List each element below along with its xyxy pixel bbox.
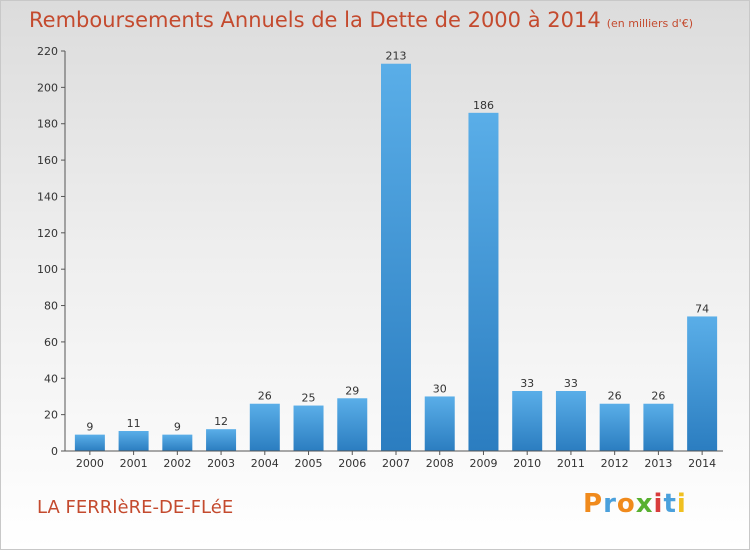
bars: 9 11 9 12 26 25 29 213 30 186 33 33 26 26 74	[74, 50, 718, 452]
y-axis: 0 20 40 60 80 100 120 140 160 180 200 220	[37, 45, 66, 458]
y-tick-label: 40	[44, 372, 58, 385]
bar-value-label: 9	[174, 421, 181, 434]
bar-2000	[74, 434, 105, 451]
bar-2005	[293, 405, 324, 451]
bar-2012	[599, 403, 630, 451]
chart-title-text: Remboursements Annuels de la Dette de 20…	[29, 8, 601, 32]
y-tick-label: 220	[37, 45, 58, 58]
x-tick-label: 2007	[382, 457, 410, 470]
logo-letter: P	[583, 489, 604, 519]
bar-2004	[249, 403, 280, 451]
y-tick-label: 20	[44, 409, 58, 422]
logo-letter: i	[676, 489, 687, 519]
bar-2014	[687, 316, 718, 451]
x-tick-label: 2003	[207, 457, 235, 470]
y-tick-label: 0	[51, 445, 58, 458]
x-tick-label: 2010	[513, 457, 541, 470]
bar-value-label: 11	[127, 417, 141, 430]
bar-2011	[555, 391, 586, 451]
bar-2008	[424, 396, 455, 451]
bar-2013	[643, 403, 674, 451]
y-tick-label: 100	[37, 263, 58, 276]
y-tick-label: 140	[37, 190, 58, 203]
x-tick-label: 2000	[76, 457, 104, 470]
bar-value-label: 29	[345, 384, 359, 397]
x-tick-label: 2014	[688, 457, 716, 470]
y-tick-label: 200	[37, 81, 58, 94]
bar-2009	[468, 112, 499, 452]
x-tick-label: 2009	[469, 457, 497, 470]
x-tick-label: 2002	[163, 457, 191, 470]
bar-value-label: 213	[386, 50, 407, 63]
y-tick-label: 160	[37, 154, 58, 167]
bar-value-label: 26	[258, 390, 272, 403]
bar-2007	[381, 63, 411, 452]
bar-2001	[118, 431, 149, 451]
logo-letter: i	[653, 489, 664, 519]
logo-letter: x	[635, 489, 654, 519]
bar-2002	[162, 434, 193, 451]
bar-value-label: 25	[302, 392, 316, 405]
x-tick-label: 2006	[338, 457, 366, 470]
bar-value-label: 26	[608, 390, 622, 403]
bar-value-label: 74	[695, 302, 709, 315]
chart-unit: (en milliers d'€)	[606, 17, 693, 30]
proxiti-logo: Proxiti	[583, 489, 687, 519]
bar-value-label: 30	[433, 382, 447, 395]
x-tick-label: 2005	[295, 457, 323, 470]
bar-value-label: 26	[651, 390, 665, 403]
bar-value-label: 9	[86, 421, 93, 434]
x-tick-label: 2013	[644, 457, 672, 470]
y-tick-label: 180	[37, 118, 58, 131]
bar-value-label: 33	[520, 377, 534, 390]
logo-letter: t	[663, 489, 677, 519]
x-tick-label: 2011	[557, 457, 585, 470]
x-tick-label: 2012	[601, 457, 629, 470]
chart-title: Remboursements Annuels de la Dette de 20…	[29, 8, 693, 32]
x-axis: 2000 2001 2002 2003 2004 2005 2006 2007 2008 2009…	[65, 450, 723, 470]
bar-2010	[512, 391, 543, 451]
bar-value-label: 186	[473, 99, 494, 112]
logo-letter: o	[616, 489, 636, 519]
x-tick-label: 2001	[120, 457, 148, 470]
y-tick-label: 60	[44, 336, 58, 349]
x-tick-label: 2004	[251, 457, 279, 470]
x-tick-label: 2008	[426, 457, 454, 470]
bar-value-label: 33	[564, 377, 578, 390]
logo-letter: r	[603, 489, 617, 519]
bar-value-label: 12	[214, 415, 228, 428]
commune-name: LA FERRIèRE-DE-FLéE	[37, 497, 234, 518]
bar-2006	[337, 398, 368, 451]
bar-2003	[206, 429, 237, 451]
y-tick-label: 80	[44, 300, 58, 313]
y-tick-label: 120	[37, 227, 58, 240]
